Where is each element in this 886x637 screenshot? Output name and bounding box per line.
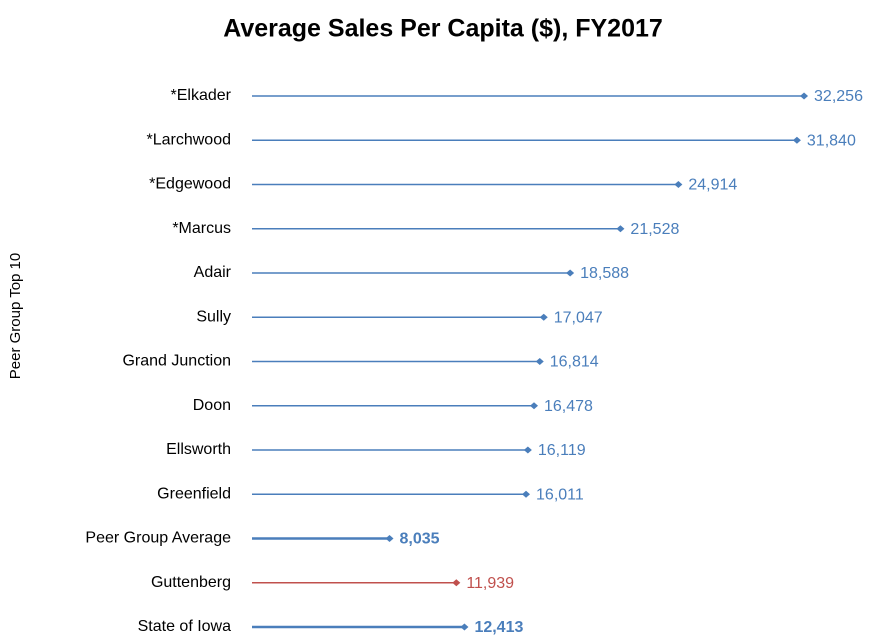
value-label: 11,939 [466,575,514,592]
value-label: 24,914 [688,177,737,194]
value-label: 18,588 [580,265,629,282]
marker [674,181,683,188]
category-label: *Edgewood [149,176,231,193]
marker [616,225,625,233]
category-label: Doon [193,397,231,414]
value-label: 16,478 [544,398,593,415]
category-label: Grand Junction [122,353,231,370]
category-label: *Larchwood [147,131,232,148]
marker [566,269,575,277]
category-label: Adair [194,264,232,281]
marker [460,623,469,631]
y-axis-label: Peer Group Top 10 [7,253,24,379]
chart-title: Average Sales Per Capita ($), FY2017 [223,15,663,43]
marker [530,402,539,410]
value-label: 16,011 [536,486,584,503]
category-label: State of Iowa [138,618,231,635]
category-label: Sully [196,308,231,325]
value-label: 32,256 [814,88,863,105]
category-label: Peer Group Average [85,530,231,547]
marker [523,446,532,454]
value-label: 8,035 [400,531,440,548]
marker [792,136,801,144]
marker [539,313,548,321]
category-label: *Elkader [171,87,232,104]
marker [535,358,544,365]
value-label: 16,119 [538,442,586,459]
marker [385,535,394,542]
value-label: 12,413 [474,619,523,636]
value-label: 31,840 [807,132,856,149]
marker [800,92,809,100]
value-label: 21,528 [630,221,679,238]
category-label: *Marcus [172,220,231,237]
category-label: Ellsworth [166,441,231,458]
value-label: 17,047 [554,309,603,326]
marker [452,579,461,587]
category-label: Greenfield [157,485,231,502]
category-label: Guttenberg [151,574,231,591]
marker [522,490,531,498]
value-label: 16,814 [550,354,599,371]
